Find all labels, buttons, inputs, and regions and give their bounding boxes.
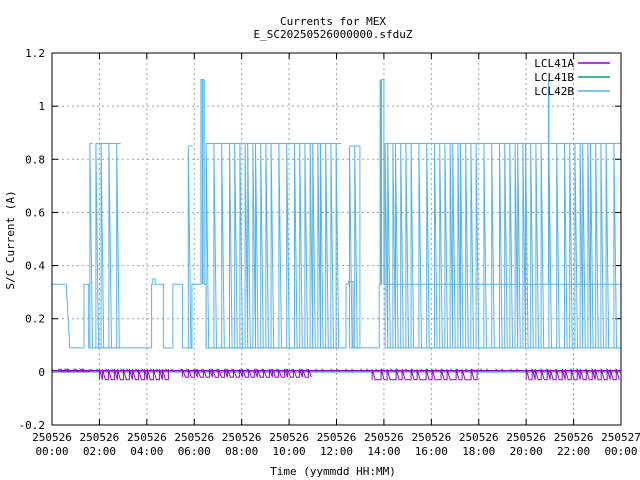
y-tick-label: 1 (38, 100, 45, 113)
series-pulse-segment (384, 143, 620, 349)
x-tick-time: 12:00 (320, 445, 353, 458)
y-axis-label: S/C Current (A) (4, 190, 17, 289)
x-tick-time: 10:00 (273, 445, 306, 458)
y-tick-label: 0.6 (25, 206, 45, 219)
x-axis-label: Time (yymmdd HH:MM) (270, 465, 396, 478)
x-tick-date: 250527 (601, 431, 640, 444)
series-layer (51, 79, 621, 381)
series-pulse-segment (187, 145, 192, 348)
series-pulse-segment (181, 369, 312, 378)
x-tick-time: 16:00 (415, 445, 448, 458)
series-pulse-segment (89, 143, 93, 348)
x-tick-time: 00:00 (604, 445, 637, 458)
series-lcl41a (52, 368, 621, 381)
series-lcl42b (52, 79, 621, 349)
x-tick-time: 04:00 (130, 445, 163, 458)
y-tick-label: 0 (38, 366, 45, 379)
x-tick-date: 250526 (317, 431, 357, 444)
y-tick-label: 0.4 (25, 260, 45, 273)
x-axis-ticks: 25052600:0025052602:0025052604:002505260… (32, 53, 640, 458)
x-tick-date: 250526 (364, 431, 404, 444)
legend-label: LCL41A (534, 57, 574, 70)
series-pulse-segment (98, 369, 169, 381)
x-tick-date: 250526 (506, 431, 546, 444)
x-tick-date: 250526 (80, 431, 120, 444)
x-tick-date: 250526 (269, 431, 309, 444)
y-tick-label: -0.2 (19, 419, 46, 432)
x-tick-time: 02:00 (83, 445, 116, 458)
x-tick-time: 20:00 (510, 445, 543, 458)
y-tick-label: 1.2 (25, 47, 45, 60)
series-pulse-segment (371, 369, 478, 381)
series-pulse-segment (58, 368, 90, 374)
legend-label: LCL41B (534, 71, 574, 84)
x-tick-time: 14:00 (367, 445, 400, 458)
x-tick-date: 250526 (127, 431, 167, 444)
x-tick-time: 06:00 (178, 445, 211, 458)
legend-label: LCL42B (534, 85, 574, 98)
x-tick-date: 250526 (411, 431, 451, 444)
series-pulse-segment (205, 143, 340, 349)
y-tick-label: 0.8 (25, 153, 45, 166)
series-pulse-segment (349, 145, 361, 349)
x-tick-date: 250526 (554, 431, 594, 444)
chart-title: Currents for MEX (280, 15, 386, 28)
x-tick-date: 250526 (174, 431, 214, 444)
plot-frame (51, 52, 622, 426)
x-tick-time: 22:00 (557, 445, 590, 458)
chart-subtitle: E_SC20250526000000.sfduZ (254, 28, 413, 41)
x-tick-date: 250526 (32, 431, 72, 444)
x-tick-time: 00:00 (35, 445, 68, 458)
x-tick-time: 08:00 (225, 445, 258, 458)
y-tick-label: 0.2 (25, 313, 45, 326)
x-tick-time: 18:00 (462, 445, 495, 458)
x-tick-date: 250526 (222, 431, 262, 444)
x-tick-date: 250526 (459, 431, 499, 444)
series-pulse-segment (525, 369, 620, 381)
